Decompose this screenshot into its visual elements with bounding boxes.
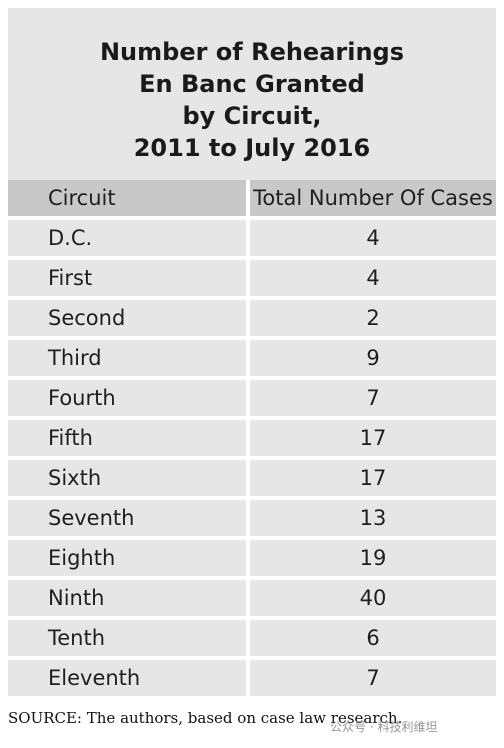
table-panel: Number of Rehearings En Banc Granted by …: [8, 8, 496, 700]
table-row: Sixth 17: [8, 460, 496, 500]
table-row: Eighth 19: [8, 540, 496, 580]
case-count-cell: 40: [250, 580, 496, 620]
table-row: Tenth 6: [8, 620, 496, 660]
circuit-name-cell: Eleventh: [8, 660, 250, 700]
table-row: Eleventh 7: [8, 660, 496, 700]
circuit-name-cell: Second: [8, 300, 250, 340]
title-line: 2011 to July 2016: [133, 134, 371, 162]
table-row: Fourth 7: [8, 380, 496, 420]
circuit-name-cell: Eighth: [8, 540, 250, 580]
table-row: Seventh 13: [8, 500, 496, 540]
case-count-cell: 6: [250, 620, 496, 660]
header-row: Circuit Total Number Of Cases: [8, 180, 496, 220]
table-title: Number of Rehearings En Banc Granted by …: [8, 36, 496, 164]
case-count-cell: 13: [250, 500, 496, 540]
column-header-total: Total Number Of Cases: [250, 180, 496, 220]
circuit-name-cell: Ninth: [8, 580, 250, 620]
circuit-name-cell: D.C.: [8, 220, 250, 260]
circuit-name-cell: Seventh: [8, 500, 250, 540]
title-line: En Banc Granted: [139, 70, 365, 98]
case-count-cell: 7: [250, 380, 496, 420]
case-count-cell: 17: [250, 420, 496, 460]
case-count-cell: 9: [250, 340, 496, 380]
case-count-cell: 4: [250, 260, 496, 300]
table-header: Circuit Total Number Of Cases: [8, 180, 496, 220]
table-row: First 4: [8, 260, 496, 300]
table-row: Second 2: [8, 300, 496, 340]
table-row: Fifth 17: [8, 420, 496, 460]
circuit-name-cell: First: [8, 260, 250, 300]
column-header-circuit: Circuit: [8, 180, 250, 220]
circuit-name-cell: Third: [8, 340, 250, 380]
case-count-cell: 4: [250, 220, 496, 260]
circuit-name-cell: Tenth: [8, 620, 250, 660]
case-count-cell: 7: [250, 660, 496, 700]
table-row: D.C. 4: [8, 220, 496, 260]
circuit-name-cell: Fifth: [8, 420, 250, 460]
source-note: SOURCE: The authors, based on case law r…: [8, 709, 403, 727]
circuit-name-cell: Fourth: [8, 380, 250, 420]
title-line: Number of Rehearings: [99, 38, 405, 66]
case-count-cell: 2: [250, 300, 496, 340]
case-count-cell: 19: [250, 540, 496, 580]
data-table: Circuit Total Number Of Cases D.C. 4 First…: [8, 180, 496, 700]
table-row: Ninth 40: [8, 580, 496, 620]
circuit-name-cell: Sixth: [8, 460, 250, 500]
table-row: Third 9: [8, 340, 496, 380]
table-body: D.C. 4 First 4 Second 2 Third 9 Fourth 7 Fifth 17 Si…: [8, 220, 496, 700]
title-line: by Circuit,: [182, 102, 322, 130]
case-count-cell: 17: [250, 460, 496, 500]
watermark: 公众号 · 科技利维坦: [330, 720, 438, 734]
